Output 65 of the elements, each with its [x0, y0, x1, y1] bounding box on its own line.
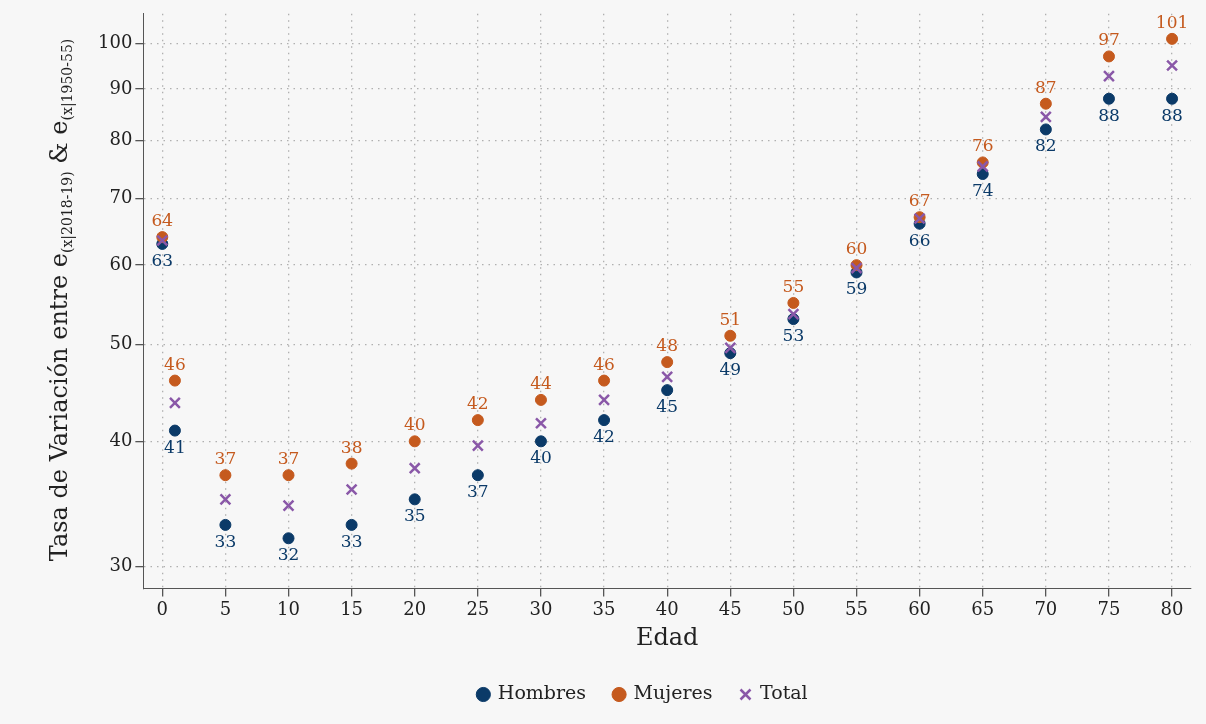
x-tick-label: 15	[340, 598, 364, 620]
x-tick-label: 60	[908, 598, 932, 620]
data-label: 66	[908, 229, 931, 250]
data-label: 101	[1155, 11, 1189, 32]
data-label: 63	[151, 249, 174, 270]
x-tick-label: 40	[655, 598, 679, 620]
x-tick-label: 65	[971, 598, 995, 620]
x-tick-label: 45	[718, 598, 742, 620]
data-label: 40	[530, 447, 552, 468]
x-tick-label: 0	[156, 598, 169, 620]
x-tick-label: 80	[1160, 598, 1184, 620]
legend-label: Hombres	[497, 681, 587, 704]
x-tick-label: 30	[529, 598, 553, 620]
data-label: 44	[530, 372, 552, 393]
data-label: 82	[1035, 135, 1057, 156]
data-label: 32	[277, 544, 300, 565]
x-axis-title: Edad	[635, 622, 699, 651]
x-tick-label: 10	[277, 598, 300, 620]
data-label: 33	[214, 530, 237, 551]
legend-label: Mujeres	[633, 681, 713, 704]
x-tick-label: 50	[781, 598, 805, 620]
data-label: 76	[971, 135, 994, 156]
x-tick-label: 25	[466, 598, 490, 620]
x-tick-label: 75	[1097, 598, 1121, 620]
data-label: 88	[1098, 104, 1120, 125]
data-label: 55	[782, 275, 805, 296]
y-tick-label: 50	[109, 332, 133, 354]
data-label: 41	[164, 436, 186, 457]
y-tick-label: 70	[109, 185, 133, 207]
y-tick-label: 40	[109, 428, 133, 450]
data-label: 42	[467, 393, 489, 414]
data-label: 38	[340, 436, 363, 457]
x-tick-label: 70	[1034, 598, 1058, 620]
data-label: 59	[845, 278, 868, 299]
data-label: 48	[656, 335, 678, 356]
x-tick-label: 55	[845, 598, 868, 620]
data-label: 74	[971, 179, 994, 200]
data-label: 51	[719, 308, 742, 329]
x-tick-label: 20	[403, 598, 427, 620]
data-label: 49	[719, 359, 742, 380]
data-label: 37	[277, 448, 300, 469]
x-tick-label: 35	[592, 598, 616, 620]
data-label: 87	[1035, 76, 1057, 97]
data-label: 37	[214, 448, 237, 469]
data-label: 67	[908, 190, 931, 211]
y-tick-label: 90	[109, 76, 133, 98]
y-tick-label: 30	[109, 553, 133, 575]
legend-label: Total	[760, 681, 808, 704]
x-tick-label: 5	[219, 598, 232, 620]
y-tick-label: 100	[98, 30, 133, 52]
data-label: 45	[656, 396, 678, 417]
data-label: 42	[593, 426, 615, 447]
data-label: 97	[1098, 29, 1120, 50]
data-label: 60	[845, 238, 868, 259]
data-label: 46	[593, 353, 615, 374]
data-label: 35	[403, 505, 426, 526]
data-label: 37	[467, 481, 489, 502]
data-label: 33	[340, 530, 363, 551]
data-label: 40	[403, 414, 426, 435]
data-label: 64	[151, 210, 174, 231]
y-tick-label: 80	[109, 127, 133, 149]
data-label: 46	[164, 353, 186, 374]
data-label: 53	[782, 324, 805, 345]
y-tick-label: 60	[109, 252, 133, 274]
data-label: 88	[1161, 104, 1183, 125]
